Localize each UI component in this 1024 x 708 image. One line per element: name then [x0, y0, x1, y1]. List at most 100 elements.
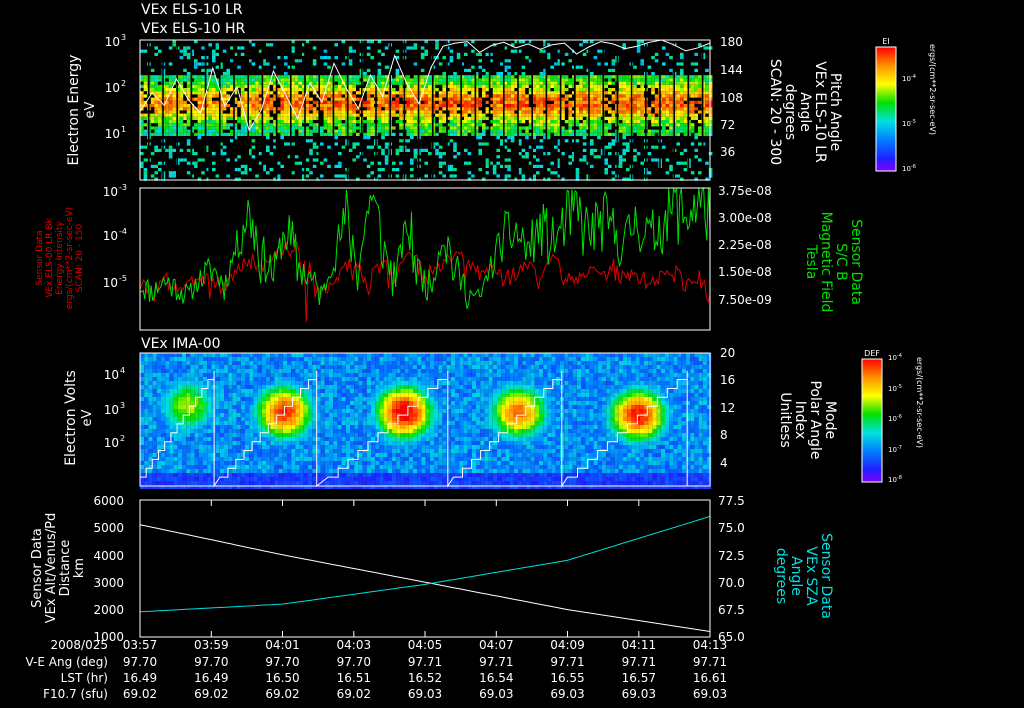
els-cell — [694, 68, 698, 72]
p2-ylabel-1: VEx ELS-00 LR Bk — [45, 217, 55, 297]
els-cell — [363, 78, 367, 82]
ima-cell — [245, 469, 250, 473]
els-gap — [588, 40, 590, 180]
ima-cell — [270, 397, 275, 401]
els-cell — [633, 148, 637, 152]
ima-cell — [308, 405, 313, 409]
ima-cell — [228, 385, 233, 389]
els-cell — [471, 49, 475, 53]
els-cell — [240, 132, 245, 136]
ima-cell — [203, 481, 208, 485]
els-cell — [420, 120, 425, 124]
ima-cell — [303, 485, 308, 489]
ima-cell — [253, 461, 258, 465]
ima-cell — [156, 405, 161, 409]
ima-cell — [194, 465, 199, 469]
ima-cell — [190, 353, 195, 357]
ima-cell — [249, 401, 254, 405]
ima-cell — [190, 473, 195, 477]
els-cell — [683, 88, 688, 92]
els-cell — [694, 116, 698, 120]
els-cell — [168, 145, 173, 149]
ima-cell — [148, 457, 153, 461]
els-cell — [539, 91, 544, 95]
els-gap — [261, 40, 264, 180]
els-cell — [233, 158, 238, 162]
ima-cell — [173, 477, 178, 481]
els-cell — [579, 97, 583, 101]
ima-cell — [308, 473, 313, 477]
els-cell — [597, 75, 601, 79]
ima-cell — [177, 373, 182, 377]
ima-cell — [211, 429, 216, 433]
ima-cell — [228, 469, 233, 473]
ima-cell — [291, 465, 296, 469]
ima-cell — [287, 417, 292, 421]
ima-cell — [278, 425, 283, 429]
ima-cell — [282, 461, 287, 465]
els-cell — [284, 91, 288, 95]
els-cell — [665, 123, 670, 127]
els-cell — [305, 104, 310, 108]
ima-cell — [198, 373, 203, 377]
ima-cell — [249, 469, 254, 473]
ima-cell — [303, 405, 308, 409]
ima-cell — [140, 353, 145, 357]
els-cell — [168, 91, 173, 95]
ima-cell — [148, 397, 153, 401]
ima-cell — [266, 477, 271, 481]
els-cell — [413, 116, 418, 120]
ima-cell — [312, 361, 317, 365]
els-cell — [546, 168, 551, 172]
els-cell — [514, 177, 518, 181]
els-cell — [442, 88, 446, 92]
ima-cell — [165, 453, 170, 457]
els-cell — [532, 75, 536, 79]
els-gap — [162, 40, 164, 180]
els-cell — [438, 81, 443, 85]
ima-cell — [215, 377, 220, 381]
els-cell — [312, 81, 317, 85]
els-cell — [262, 113, 266, 117]
els-cell — [244, 171, 248, 175]
els-cell — [510, 136, 515, 140]
els-cell — [662, 75, 666, 79]
els-cell — [428, 132, 432, 136]
els-cell — [420, 46, 425, 50]
els-cell — [665, 171, 670, 175]
els-cell — [662, 84, 666, 88]
els-cell — [705, 120, 709, 124]
els-cell — [150, 152, 155, 156]
els-cell — [158, 94, 162, 98]
els-cell — [438, 78, 443, 82]
els-cell — [230, 84, 234, 88]
els-cell — [212, 132, 216, 136]
p1-yunit: eV — [83, 101, 98, 118]
ima-cell — [299, 473, 304, 477]
els-cell — [266, 100, 270, 104]
ima-cell — [266, 401, 271, 405]
ima-cell — [140, 373, 145, 377]
els-cell — [410, 123, 414, 127]
els-cell — [248, 148, 252, 152]
els-cell — [633, 75, 637, 79]
ima-cell — [278, 381, 283, 385]
els-cell — [572, 84, 576, 88]
els-cell — [186, 139, 191, 143]
ima-cell — [291, 477, 296, 481]
ima-cell — [266, 453, 271, 457]
els-cell — [514, 40, 518, 44]
els-cell — [496, 126, 500, 130]
ima-cell — [144, 441, 149, 445]
ima-cell — [186, 461, 191, 465]
els-cell — [287, 113, 292, 117]
ima-cell — [274, 449, 279, 453]
ima-cell — [266, 397, 271, 401]
ima-cell — [287, 389, 292, 393]
ima-cell — [312, 417, 317, 421]
els-cell — [680, 152, 684, 156]
els-cell — [194, 78, 198, 82]
els-cell — [518, 40, 522, 44]
ima-cell — [152, 409, 157, 413]
els-cell — [521, 113, 526, 117]
